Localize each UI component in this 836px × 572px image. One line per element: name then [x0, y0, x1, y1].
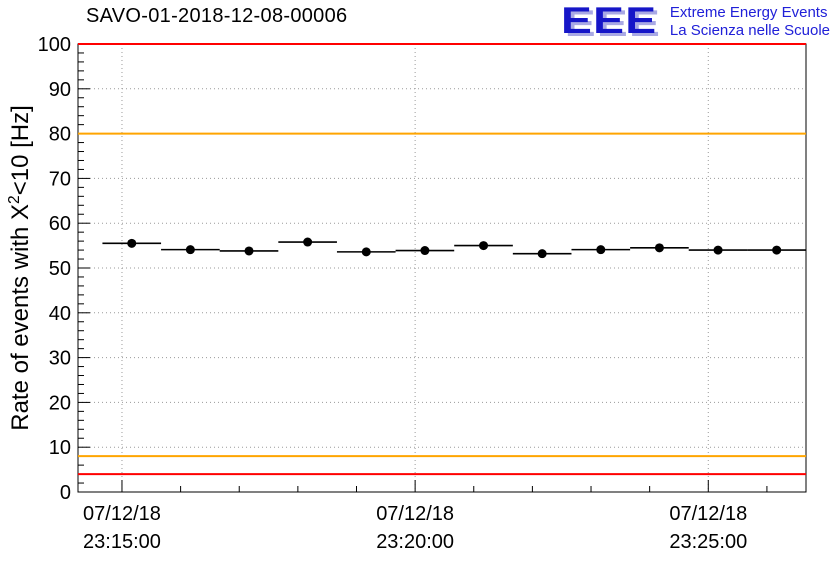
x-tick-time: 23:25:00: [669, 531, 747, 553]
y-tick-label: 90: [49, 79, 71, 101]
y-tick-label: 30: [49, 348, 71, 370]
x-tick-date: 07/12/18: [669, 503, 747, 525]
eee-logo-text: Extreme Energy Events La Scienza nelle S…: [670, 4, 830, 40]
eee-logo-line1: Extreme Energy Events: [669, 4, 828, 21]
data-point: [420, 246, 430, 256]
data-point: [654, 243, 664, 253]
data-point: [303, 237, 313, 247]
data-point: [479, 241, 489, 251]
data-point: [361, 247, 371, 257]
y-tick-label: 20: [49, 392, 71, 414]
y-tick-label: 0: [60, 482, 71, 504]
y-tick-label: 50: [49, 258, 71, 280]
eee-logo-line2: La Scienza nelle Scuole: [669, 22, 830, 39]
x-tick-time: 23:15:00: [83, 531, 161, 553]
data-point: [244, 246, 254, 256]
plot-title: SAVO-01-2018-12-08-00006: [86, 5, 348, 27]
eee-logo: EEE Extreme Energy Events La Scienza nel…: [560, 0, 830, 41]
data-point: [537, 249, 547, 259]
data-point: [772, 245, 782, 255]
data-point: [185, 245, 195, 255]
y-tick-label: 80: [49, 124, 71, 146]
data-point: [713, 245, 723, 255]
x-tick-time: 23:20:00: [376, 531, 454, 553]
x-tick-date: 07/12/18: [376, 503, 454, 525]
y-tick-label: 40: [49, 303, 71, 325]
y-tick-label: 10: [49, 437, 71, 459]
eee-logo-letters: EEE: [560, 0, 658, 41]
y-tick-label: 60: [49, 213, 71, 235]
y-tick-label: 70: [49, 168, 71, 190]
data-point: [596, 245, 606, 255]
x-tick-date: 07/12/18: [83, 503, 161, 525]
data-point: [127, 238, 137, 248]
y-tick-label: 100: [38, 34, 71, 56]
